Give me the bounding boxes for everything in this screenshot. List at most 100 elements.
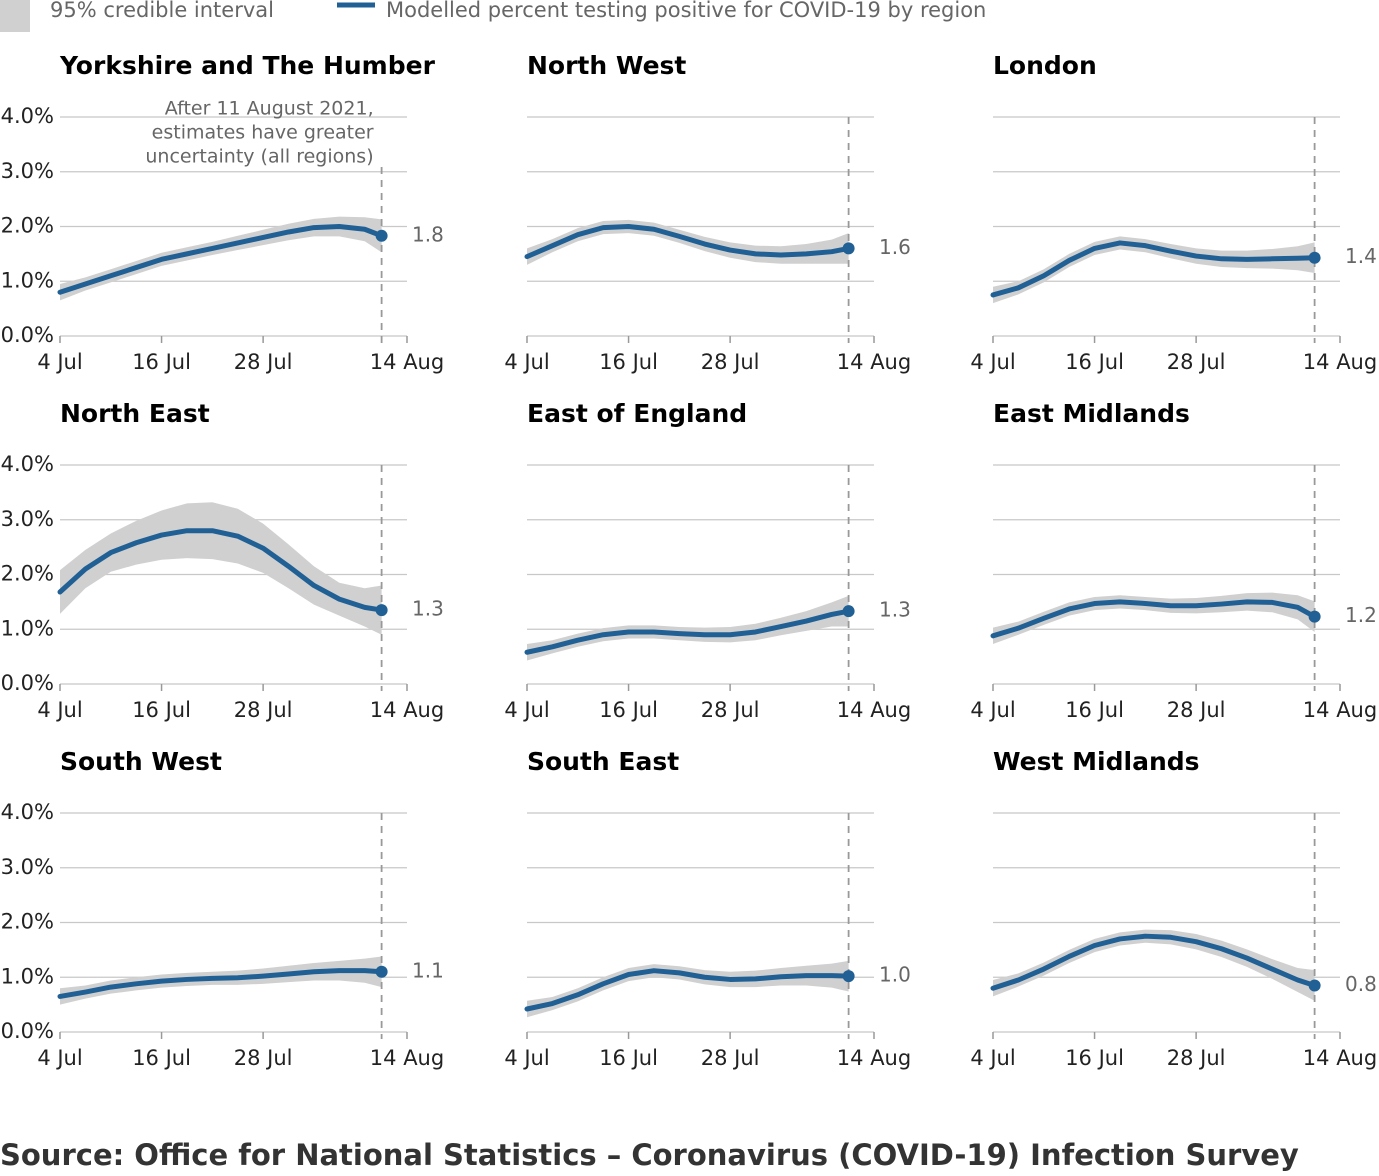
- x-tick-label: 4 Jul: [970, 698, 1015, 722]
- x-tick-label: 16 Jul: [1065, 350, 1124, 374]
- line: [57, 968, 385, 999]
- x-tick-label: 14 Aug: [1303, 1046, 1377, 1070]
- x-tick-label: 16 Jul: [1065, 1046, 1124, 1070]
- panel-title: South West: [60, 747, 222, 776]
- end-point: [1308, 610, 1321, 623]
- x-tick-label: 14 Aug: [837, 698, 911, 722]
- line: [57, 528, 385, 613]
- y-tick-label: 2.0%: [1, 910, 54, 934]
- x-tick-label: 16 Jul: [599, 1046, 658, 1070]
- end-point: [1308, 979, 1321, 992]
- annotation: uncertainty (all regions): [145, 146, 373, 168]
- y-tick-label: 1.0%: [1, 964, 54, 988]
- credible-band: [993, 236, 1315, 304]
- x-tick-label: 28 Jul: [1167, 1046, 1226, 1070]
- y-tick-label: 4.0%: [1, 452, 54, 476]
- line: [990, 240, 1318, 298]
- line: [524, 968, 852, 1012]
- x-tick-label: 4 Jul: [970, 1046, 1015, 1070]
- x-tick-label: 4 Jul: [504, 350, 549, 374]
- x-tick-label: 16 Jul: [132, 698, 191, 722]
- y-tick-label: 1.0%: [1, 616, 54, 640]
- y-tick-label: 3.0%: [1, 855, 54, 879]
- panel-title: South East: [527, 747, 679, 776]
- panel-title: London: [993, 51, 1097, 80]
- line: [524, 224, 852, 260]
- line: [990, 599, 1318, 639]
- x-tick-label: 4 Jul: [970, 350, 1015, 374]
- end-point: [842, 242, 855, 255]
- value-label: 1.2: [1345, 603, 1377, 627]
- value-label: 1.0: [879, 963, 911, 987]
- value-label: 1.4: [1345, 244, 1377, 268]
- end-point: [375, 604, 388, 617]
- x-tick-label: 28 Jul: [701, 350, 760, 374]
- x-tick-label: 16 Jul: [132, 1046, 191, 1070]
- end-point: [842, 970, 855, 983]
- line: [57, 224, 385, 295]
- x-tick-label: 28 Jul: [1167, 698, 1226, 722]
- value-label: 1.8: [412, 222, 444, 246]
- x-tick-label: 16 Jul: [1065, 698, 1124, 722]
- panel-title: North West: [527, 51, 686, 80]
- end-point: [375, 229, 388, 242]
- y-tick-label: 2.0%: [1, 214, 54, 238]
- x-tick-label: 4 Jul: [37, 350, 82, 374]
- x-tick-label: 14 Aug: [370, 350, 444, 374]
- annotation: estimates have greater: [152, 122, 374, 144]
- x-tick-label: 14 Aug: [370, 698, 444, 722]
- panel-title: North East: [60, 399, 210, 428]
- y-tick-label: 0.0%: [1, 323, 54, 347]
- y-tick-label: 3.0%: [1, 159, 54, 183]
- value-label: 1.1: [412, 958, 444, 982]
- panel-title: East Midlands: [993, 399, 1190, 428]
- credible-band: [60, 502, 382, 635]
- y-tick-label: 4.0%: [1, 104, 54, 128]
- legend-band-swatch: [0, 0, 30, 32]
- credible-band: [993, 929, 1315, 1001]
- x-tick-label: 4 Jul: [37, 698, 82, 722]
- x-tick-label: 4 Jul: [504, 1046, 549, 1070]
- x-tick-label: 28 Jul: [234, 1046, 293, 1070]
- source: Source: Office for National Statistics –…: [0, 1138, 1299, 1172]
- x-tick-label: 28 Jul: [1167, 350, 1226, 374]
- end-point: [842, 605, 855, 618]
- x-tick-label: 28 Jul: [234, 698, 293, 722]
- x-tick-label: 28 Jul: [701, 698, 760, 722]
- x-tick-label: 16 Jul: [599, 350, 658, 374]
- x-tick-label: 16 Jul: [132, 350, 191, 374]
- x-tick-label: 14 Aug: [1303, 350, 1377, 374]
- value-label: 1.3: [412, 597, 444, 621]
- end-point: [1308, 251, 1321, 264]
- end-point: [375, 965, 388, 978]
- y-tick-label: 3.0%: [1, 507, 54, 531]
- legend-line-label: Modelled percent testing positive for CO…: [386, 0, 986, 22]
- credible-band: [527, 960, 849, 1018]
- credible-band: [527, 595, 849, 661]
- credible-band: [60, 216, 382, 301]
- x-tick-label: 28 Jul: [234, 350, 293, 374]
- x-tick-label: 14 Aug: [837, 350, 911, 374]
- x-tick-label: 14 Aug: [1303, 698, 1377, 722]
- value-label: 1.3: [879, 598, 911, 622]
- x-tick-label: 14 Aug: [837, 1046, 911, 1070]
- line: [524, 608, 852, 655]
- y-tick-label: 2.0%: [1, 562, 54, 586]
- x-tick-label: 28 Jul: [701, 1046, 760, 1070]
- y-tick-label: 0.0%: [1, 1019, 54, 1043]
- line: [990, 933, 1318, 991]
- x-tick-label: 16 Jul: [599, 698, 658, 722]
- panel-title: West Midlands: [993, 747, 1200, 776]
- value-label: 1.6: [879, 235, 911, 259]
- x-tick-label: 4 Jul: [504, 698, 549, 722]
- y-tick-label: 4.0%: [1, 800, 54, 824]
- panel-title: Yorkshire and The Humber: [59, 51, 436, 80]
- x-tick-label: 4 Jul: [37, 1046, 82, 1070]
- annotation: After 11 August 2021,: [165, 98, 374, 120]
- y-tick-label: 1.0%: [1, 268, 54, 292]
- legend-band-label: 95% credible interval: [50, 0, 274, 22]
- value-label: 0.8: [1345, 972, 1377, 996]
- y-tick-label: 0.0%: [1, 671, 54, 695]
- x-tick-label: 14 Aug: [370, 1046, 444, 1070]
